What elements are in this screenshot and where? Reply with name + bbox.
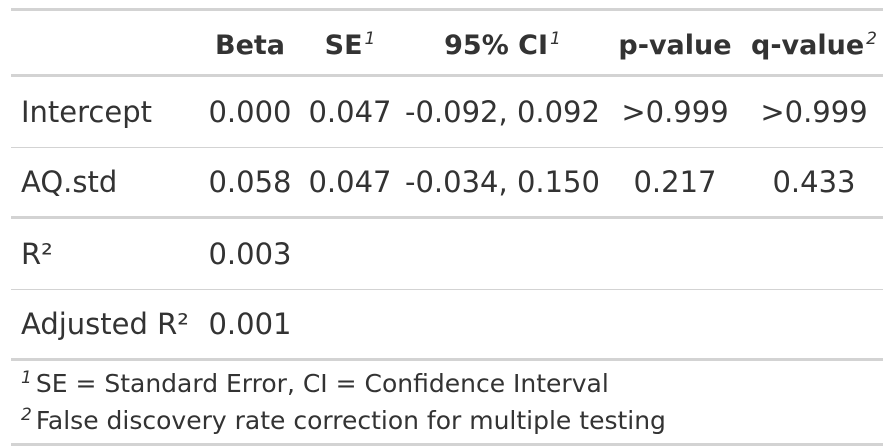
q-value: >0.999 [760,95,868,129]
table-footnotes: 1 SE = Standard Error, CI = Confidence In… [11,361,883,443]
table-row: R² 0.003 [11,219,883,290]
header-beta: Beta [200,24,300,61]
beta-value: 0.058 [208,165,292,199]
table-row: AQ.std 0.058 0.047 -0.034, 0.150 0.217 0… [11,148,883,219]
header-se: SE 1 [300,24,400,61]
footnote-marker: 2 [21,404,32,425]
row-label: R² [21,237,53,271]
beta-value: 0.003 [208,237,292,271]
row-label: AQ.std [21,165,118,199]
table-row: Adjusted R² 0.001 [11,290,883,361]
footnote-2: 2 False discovery rate correction for mul… [21,402,883,439]
footnote-marker: 1 [364,29,376,49]
header-ci-text: 95% CI [444,30,549,61]
header-p-value: p-value [605,24,745,61]
header-q-value: q-value 2 [745,24,883,61]
row-label: Adjusted R² [21,307,189,341]
regression-table: Beta SE 1 95% CI 1 p-value q-value 2 Interc… [11,8,883,446]
beta-value: 0.001 [208,307,292,341]
p-value: >0.999 [621,95,729,129]
ci-value: -0.034, 0.150 [405,165,600,199]
footnote-marker: 2 [866,29,877,49]
header-p-value-text: p-value [618,30,732,61]
row-label: Intercept [21,95,152,129]
header-q-value-text: q-value [751,30,865,61]
beta-value: 0.000 [208,95,292,129]
header-beta-text: Beta [214,30,286,61]
q-value: 0.433 [772,165,856,199]
se-value: 0.047 [308,165,392,199]
footnote-marker: 1 [550,29,561,49]
table-row: Intercept 0.000 0.047 -0.092, 0.092 >0.9… [11,77,883,148]
footnote-1: 1 SE = Standard Error, CI = Confidence In… [21,365,883,402]
se-value: 0.047 [308,95,392,129]
header-se-text: SE [324,30,363,61]
footnote-text: SE = Standard Error, CI = Confidence Int… [35,369,609,398]
ci-value: -0.092, 0.092 [405,95,600,129]
table-header-row: Beta SE 1 95% CI 1 p-value q-value 2 [11,11,883,77]
footnote-text: False discovery rate correction for mult… [35,406,666,435]
footnote-marker: 1 [21,367,32,388]
p-value: 0.217 [633,165,717,199]
header-label-cell [11,40,200,46]
header-ci: 95% CI 1 [400,24,605,61]
